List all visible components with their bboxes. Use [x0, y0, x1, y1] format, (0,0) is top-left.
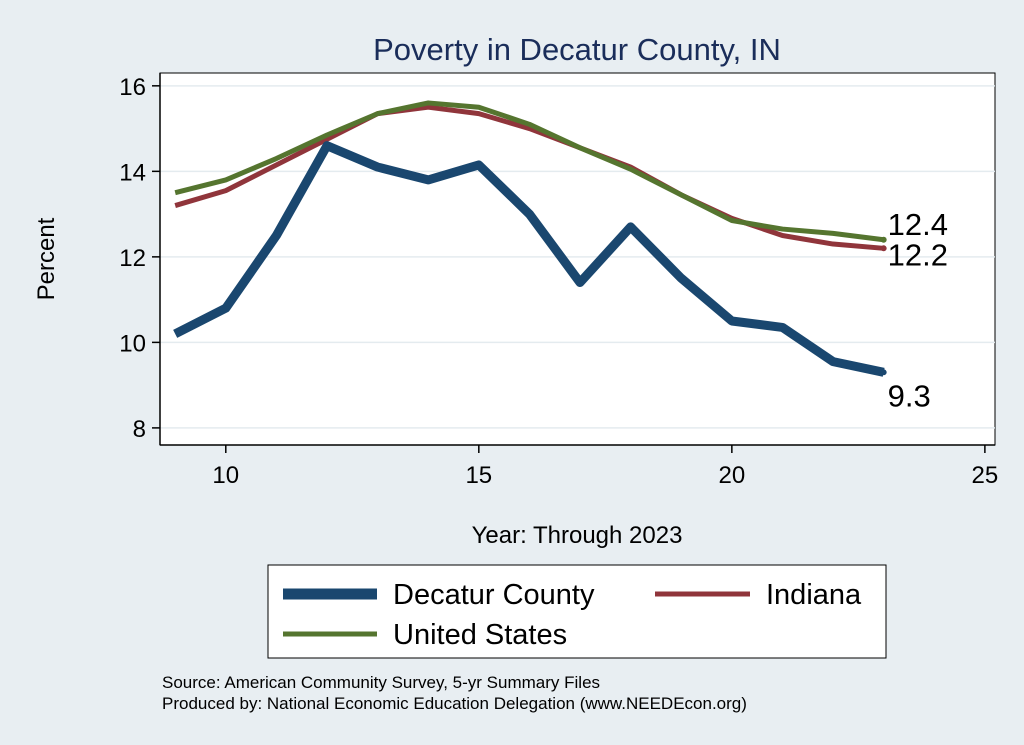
series-lines: [173, 100, 887, 377]
end-labels: 9.3 12.212.4: [888, 207, 948, 414]
y-tick-label: 8: [133, 416, 146, 443]
plot-area: [159, 72, 996, 446]
axes: [159, 73, 995, 446]
x-tick-label: 10: [212, 462, 239, 489]
chart-title: Poverty in Decatur County, IN: [373, 32, 781, 67]
gridlines: [160, 85, 995, 429]
series-line-indiana: [174, 104, 884, 251]
x-tick-label: 15: [465, 462, 492, 489]
legend-box: [267, 564, 887, 659]
y-ticks: 8 10 12 14 16: [119, 74, 160, 443]
end-label: 12.4: [888, 207, 948, 242]
y-tick-label: 10: [119, 330, 146, 357]
end-label: 12.2: [888, 237, 948, 272]
legend-items: Decatur County Indiana United States: [283, 579, 862, 651]
x-tick-label: 25: [972, 462, 999, 489]
legend-label: United States: [393, 619, 567, 651]
y-axis-label: Percent: [33, 217, 60, 300]
series-end-marker: [880, 245, 887, 252]
y-tick-label: 16: [119, 74, 146, 101]
y-tick-label: 14: [119, 159, 146, 186]
legend: Decatur County Indiana United States: [267, 564, 887, 659]
producer-note: Produced by: National Economic Education…: [162, 694, 747, 713]
legend-label: Indiana: [766, 579, 862, 611]
series-end-marker: [880, 369, 887, 376]
x-ticks: 10 15 20 25: [212, 445, 998, 489]
y-tick-label: 12: [119, 245, 146, 272]
end-label: 9.3: [888, 378, 931, 413]
x-tick-label: 20: [718, 462, 745, 489]
series-line-decatur-county: [173, 141, 885, 377]
series-end-marker: [880, 236, 887, 243]
series-line-united-states: [174, 100, 884, 243]
legend-label: Decatur County: [393, 579, 595, 611]
x-axis-label: Year: Through 2023: [472, 522, 683, 549]
source-note: Source: American Community Survey, 5-yr …: [162, 673, 600, 692]
